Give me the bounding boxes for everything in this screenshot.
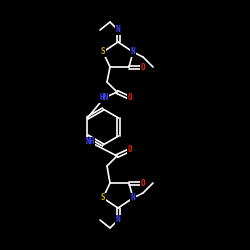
Text: N: N	[131, 48, 135, 56]
Text: NH: NH	[86, 138, 94, 146]
Text: S: S	[101, 194, 105, 202]
Text: HN: HN	[100, 94, 108, 102]
Text: N: N	[116, 26, 120, 35]
Text: O: O	[141, 62, 145, 72]
Text: S: S	[101, 48, 105, 56]
Text: N: N	[131, 194, 135, 202]
Text: O: O	[128, 146, 132, 154]
Text: N: N	[116, 216, 120, 224]
Text: O: O	[141, 178, 145, 188]
Text: O: O	[128, 94, 132, 102]
